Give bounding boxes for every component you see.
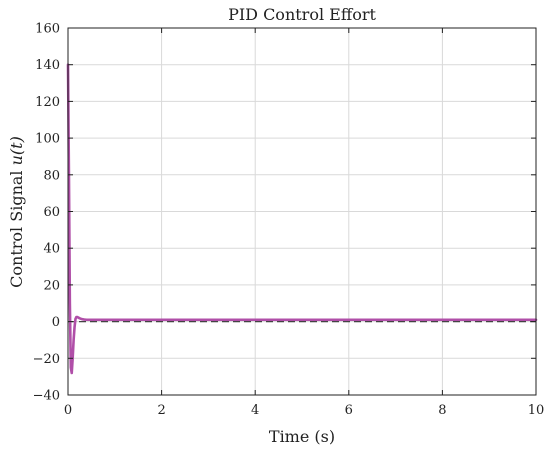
y-tick-label: 0 bbox=[52, 315, 60, 330]
y-tick-label: 20 bbox=[43, 278, 60, 293]
x-ticks: 0 2 4 6 8 10 bbox=[64, 28, 544, 418]
y-tick-label: 120 bbox=[35, 95, 60, 110]
x-tick-label: 4 bbox=[251, 403, 259, 418]
y-axis-label-text: Control Signal bbox=[7, 165, 26, 287]
y-tick-label: −40 bbox=[33, 389, 60, 404]
x-tick-label: 10 bbox=[528, 403, 545, 418]
series-group bbox=[66, 63, 538, 375]
y-tick-label: 100 bbox=[35, 132, 60, 147]
chart-title: PID Control Effort bbox=[228, 5, 376, 24]
x-tick-label: 6 bbox=[345, 403, 353, 418]
y-tick-label: 40 bbox=[43, 242, 60, 257]
y-tick-label: 140 bbox=[35, 58, 60, 73]
x-axis-label: Time (s) bbox=[269, 427, 335, 446]
y-tick-label: 160 bbox=[35, 22, 60, 37]
y-axis-label-var: u(t) bbox=[7, 136, 26, 165]
y-ticks: −40 −20 0 20 40 60 80 100 120 140 160 bbox=[33, 22, 536, 404]
series-line bbox=[66, 63, 538, 375]
x-tick-label: 0 bbox=[64, 403, 72, 418]
y-tick-label: 60 bbox=[43, 205, 60, 220]
grid bbox=[68, 28, 536, 395]
x-tick-label: 8 bbox=[438, 403, 446, 418]
y-tick-label: 80 bbox=[43, 168, 60, 183]
y-tick-label: −20 bbox=[33, 352, 60, 367]
x-tick-label: 2 bbox=[157, 403, 165, 418]
y-axis-label: Control Signal u(t) bbox=[7, 136, 26, 288]
